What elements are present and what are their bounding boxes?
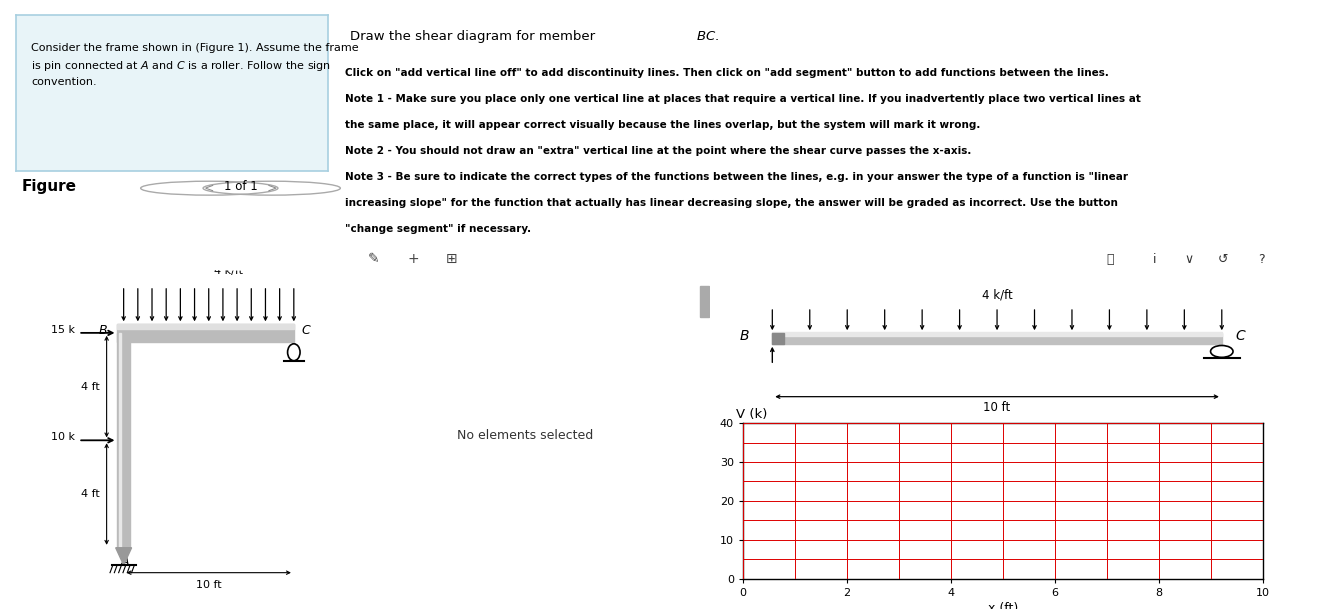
Text: ⊞: ⊞ (446, 253, 457, 266)
Text: <: < (204, 181, 214, 195)
Text: 15 k: 15 k (52, 325, 75, 335)
Text: +: + (407, 253, 419, 266)
Text: Consider the frame shown in (Figure 1). Assume the frame
is pin connected at $\m: Consider the frame shown in (Figure 1). … (32, 43, 360, 87)
Text: 10 ft: 10 ft (196, 580, 222, 590)
Bar (772, 333, 784, 344)
Circle shape (896, 249, 1322, 270)
Circle shape (1211, 345, 1233, 357)
Text: 10 ft: 10 ft (984, 401, 1011, 414)
Text: V (k): V (k) (736, 407, 768, 421)
Text: Note 1 - Make sure you place only one vertical line at places that require a ver: Note 1 - Make sure you place only one ve… (345, 94, 1141, 104)
Text: 4 ft: 4 ft (81, 382, 99, 392)
Text: 4 ft: 4 ft (81, 489, 99, 499)
Text: Note 3 - Be sure to indicate the correct types of the functions between the line: Note 3 - Be sure to indicate the correct… (345, 172, 1128, 181)
Text: $B$: $B$ (98, 325, 108, 337)
Text: ✎: ✎ (368, 253, 379, 266)
Bar (772, 333, 1222, 336)
Bar (772, 333, 1222, 344)
Text: 4 k/ft: 4 k/ft (982, 288, 1013, 301)
Text: ∨: ∨ (1185, 253, 1194, 266)
Circle shape (288, 344, 300, 361)
Bar (118, 324, 293, 342)
Text: increasing slope" for the function that actually has linear decreasing slope, th: increasing slope" for the function that … (345, 198, 1117, 208)
Text: 💡: 💡 (1107, 253, 1114, 266)
Text: 1 of 1: 1 of 1 (223, 180, 258, 193)
Text: Note 2 - You should not draw an "extra" vertical line at the point where the she: Note 2 - You should not draw an "extra" … (345, 146, 970, 156)
Polygon shape (116, 547, 132, 565)
Text: 4 k/ft: 4 k/ft (214, 266, 243, 276)
Text: i: i (1153, 253, 1157, 266)
Text: $C$: $C$ (1235, 329, 1247, 343)
Circle shape (140, 248, 764, 271)
Text: Click on "add vertical line off" to add discontinuity lines. Then click on "add : Click on "add vertical line off" to add … (345, 68, 1109, 77)
Text: >: > (267, 181, 276, 195)
Text: the same place, it will appear correct visually because the lines overlap, but t: the same place, it will appear correct v… (345, 119, 980, 130)
Text: $A$: $A$ (120, 555, 131, 568)
Circle shape (929, 249, 1322, 270)
X-axis label: x (ft): x (ft) (988, 602, 1018, 609)
Circle shape (969, 249, 1322, 270)
Circle shape (862, 249, 1322, 270)
Text: ?: ? (1259, 253, 1265, 266)
Text: Draw the shear diagram for member: Draw the shear diagram for member (349, 30, 599, 43)
Text: 10 k: 10 k (52, 432, 75, 442)
Text: $C$: $C$ (301, 325, 312, 337)
Text: "change segment" if necessary.: "change segment" if necessary. (345, 224, 530, 234)
Bar (118, 333, 130, 547)
Text: Figure: Figure (22, 179, 77, 194)
Bar (701, 286, 709, 317)
Circle shape (818, 249, 1322, 270)
Circle shape (62, 248, 686, 271)
Bar (118, 324, 293, 329)
Text: $\mathit{BC}$.: $\mathit{BC}$. (695, 30, 719, 43)
Text: $B$: $B$ (739, 329, 750, 343)
Bar (119, 333, 122, 547)
Text: ↺: ↺ (1218, 253, 1228, 266)
Text: No elements selected: No elements selected (456, 429, 594, 442)
Circle shape (100, 248, 726, 271)
